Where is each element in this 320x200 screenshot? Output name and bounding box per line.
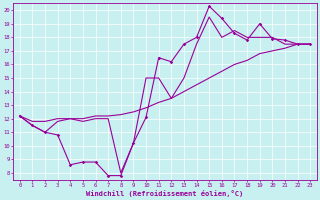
X-axis label: Windchill (Refroidissement éolien,°C): Windchill (Refroidissement éolien,°C)	[86, 190, 244, 197]
